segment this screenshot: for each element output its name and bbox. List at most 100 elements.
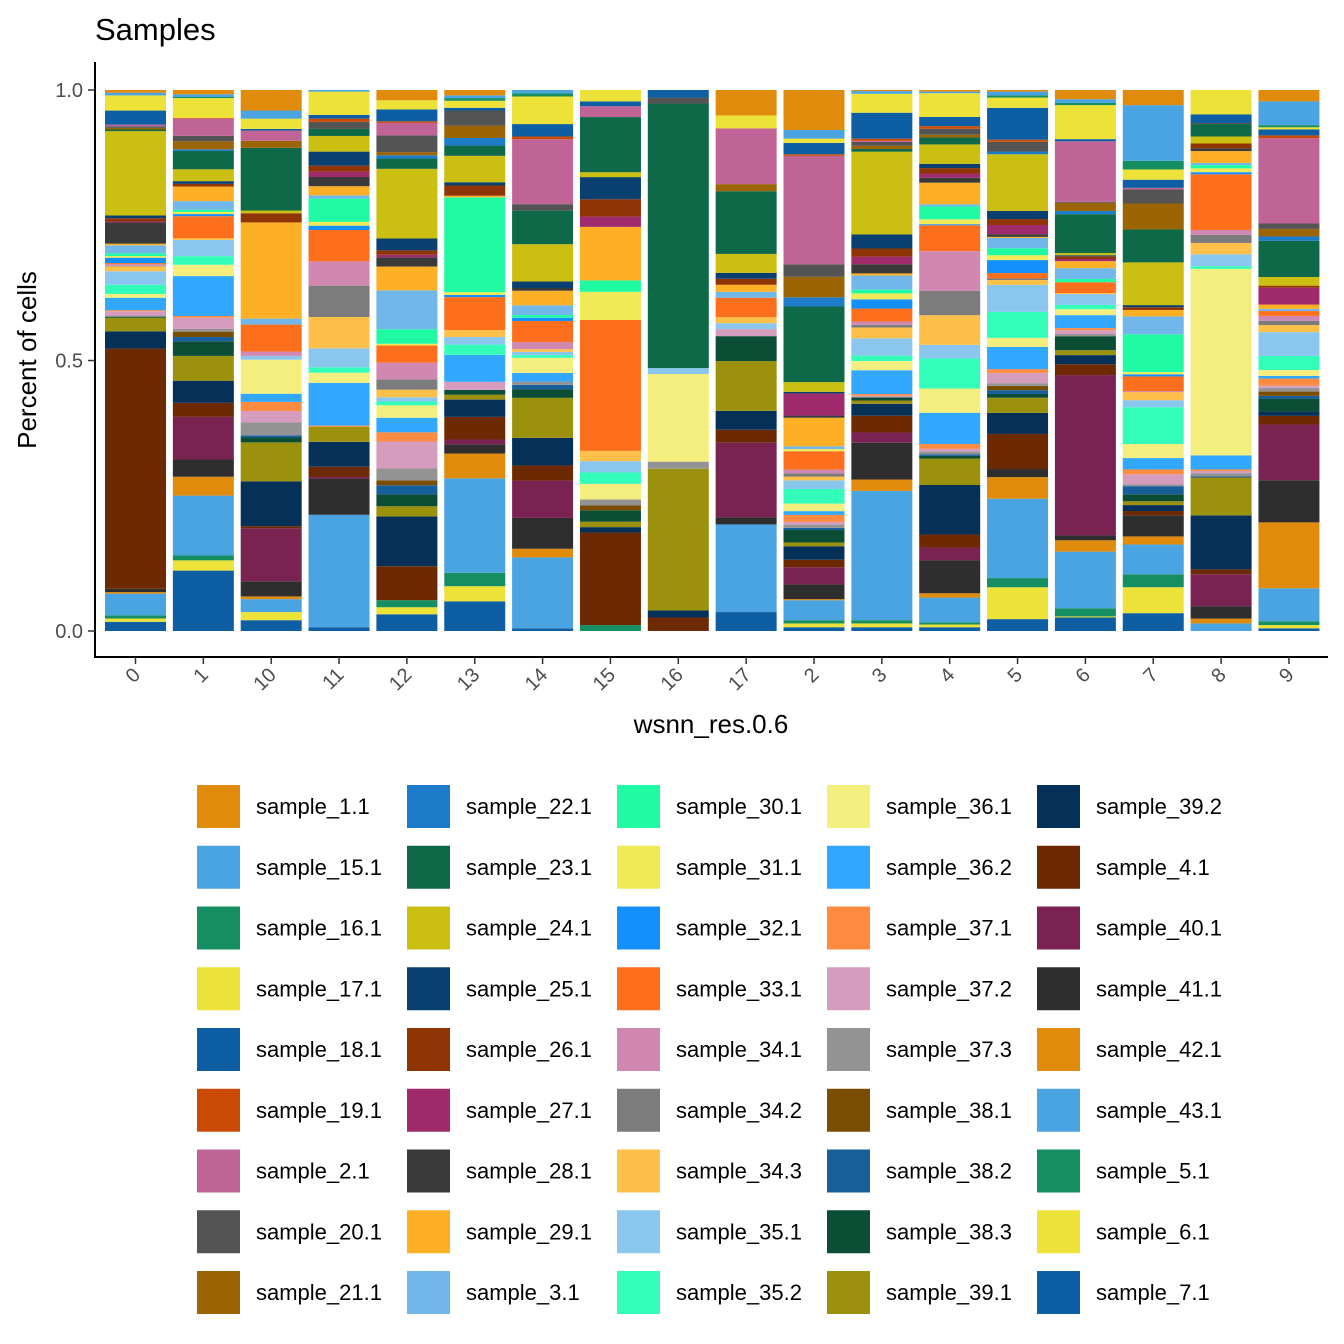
bar-segment-1-sample_34.3 [172, 238, 234, 240]
bar-segment-4-sample_41.1 [919, 560, 981, 594]
bar-segment-10-sample_18.1 [240, 128, 302, 131]
bar-segment-8-sample_3.1 [1190, 162, 1252, 166]
bar-segment-2-sample_35.1 [783, 480, 845, 490]
legend-swatch [197, 785, 240, 828]
bar-segment-5-sample_7.1 [987, 619, 1049, 631]
bar-segment-3-sample_29.1 [851, 273, 913, 276]
legend-item: sample_35.2 [617, 1271, 802, 1314]
bar-segment-0-sample_1.1 [105, 90, 166, 93]
bar-segment-0-sample_34.3 [105, 266, 166, 272]
bar-segment-2-sample_36.1 [783, 503, 845, 512]
bar-segment-11-sample_20.1 [308, 121, 370, 129]
bar-segment-0-sample_18.1 [105, 110, 166, 125]
bar-segment-6-sample_35.2 [1054, 304, 1116, 310]
legend-label: sample_4.1 [1096, 855, 1210, 880]
bar-segment-5-sample_24.1 [987, 154, 1049, 211]
bar-segment-7-sample_39.1 [1122, 501, 1184, 506]
legend-item: sample_18.1 [197, 1028, 382, 1071]
bar-segment-0-sample_4.1 [105, 348, 166, 589]
bar-segment-6-sample_39.1 [1054, 350, 1116, 356]
bar-segment-10-sample_36.1 [240, 359, 302, 394]
legend-swatch [1037, 1271, 1080, 1314]
bar-segment-11-sample_31.1 [308, 221, 370, 226]
legend-swatch [827, 845, 870, 889]
bar-segment-6-sample_1.1 [1054, 90, 1116, 100]
bar-segment-6-sample_21.1 [1054, 202, 1116, 211]
bar-segment-9-sample_19.1 [1258, 135, 1320, 139]
bar-segment-4-sample_34.2 [919, 290, 981, 316]
bar-segment-5-sample_22.1 [987, 151, 1049, 155]
legend-item: sample_38.3 [827, 1210, 1012, 1254]
legend-swatch [617, 1028, 660, 1071]
legend-item: sample_38.2 [827, 1149, 1012, 1193]
bar-segment-4-sample_5.1 [919, 622, 981, 625]
bar-segment-17-sample_43.1 [715, 524, 777, 613]
bar-segment-4-sample_27.1 [919, 173, 981, 178]
bar-segment-16-sample_37.3 [647, 461, 709, 469]
bar-segment-15-sample_26.1 [579, 199, 641, 217]
bar-segment-7-sample_38.3 [1122, 494, 1184, 502]
bar-segment-14-sample_24.1 [512, 244, 574, 282]
bar-segment-5-sample_5.1 [987, 578, 1049, 588]
x-tick-label: 3 [868, 664, 891, 687]
bar-segment-3-sample_37.1 [851, 394, 913, 396]
bar-segment-6-sample_36.2 [1054, 315, 1116, 329]
legend-swatch [617, 845, 660, 889]
bar-segment-7-sample_31.1 [1122, 372, 1184, 375]
bar-segment-3-sample_15.1 [851, 91, 913, 94]
bar-segment-4-sample_25.1 [919, 163, 981, 169]
bar-segment-0-sample_23.1 [105, 129, 166, 132]
bar-segment-6-sample_2.1 [1054, 141, 1116, 202]
bar-segment-3-sample_7.1 [851, 627, 913, 631]
bar-segment-14-sample_36.1 [512, 357, 574, 373]
bar-segment-9-sample_40.1 [1258, 424, 1320, 481]
legend-swatch [617, 785, 660, 828]
bar-segment-10-sample_15.1 [240, 110, 302, 119]
legend-swatch [827, 906, 870, 950]
bar-segment-12-sample_27.1 [376, 254, 438, 258]
legend-item: sample_17.1 [197, 967, 382, 1011]
bar-segment-7-sample_7.1 [1122, 613, 1184, 631]
bar-segment-3-sample_43.1 [851, 490, 913, 621]
bar-segment-2-sample_39.2 [783, 546, 845, 560]
bar-segment-9-sample_41.1 [1258, 480, 1320, 523]
legend-label: sample_39.1 [886, 1280, 1012, 1305]
bar-segment-7-sample_21.1 [1122, 203, 1184, 230]
legend-item: sample_7.1 [1037, 1271, 1210, 1314]
legend-label: sample_33.1 [676, 976, 802, 1001]
bar-segment-10-sample_29.1 [240, 222, 302, 319]
bar-segment-13-sample_6.1 [444, 586, 506, 602]
bar-segment-9-sample_34.2 [1258, 320, 1320, 326]
bar-segment-9-sample_36.1 [1258, 369, 1320, 376]
bar-segment-5-sample_38.2 [987, 390, 1049, 394]
legend-item: sample_43.1 [1037, 1088, 1222, 1132]
bar-segment-7-sample_1.1 [1122, 90, 1184, 106]
bar-segment-13-sample_31.1 [444, 292, 506, 295]
bar-segment-3-sample_25.1 [851, 234, 913, 249]
legend-swatch [407, 1271, 450, 1314]
bar-segment-6-sample_7.1 [1054, 617, 1116, 631]
bar-segment-4-sample_21.1 [919, 134, 981, 138]
bar-segment-1-sample_35.1 [172, 239, 234, 257]
x-tick-label: 5 [1004, 664, 1027, 687]
bar-segment-6-sample_23.1 [1054, 214, 1116, 254]
legend-swatch [407, 906, 450, 950]
bar-segment-12-sample_38.1 [376, 480, 438, 486]
legend-item: sample_6.1 [1037, 1210, 1210, 1254]
bar-segment-5-sample_37.1 [987, 369, 1049, 373]
bar-segment-13-sample_16.1 [444, 98, 506, 101]
bar-segment-2-sample_34.2 [783, 473, 845, 477]
bar-segment-9-sample_34.3 [1258, 325, 1320, 333]
bar-segment-17-sample_38.3 [715, 336, 777, 362]
bar-segment-17-sample_26.1 [715, 278, 777, 285]
bar-segment-2-sample_7.1 [783, 627, 845, 631]
legend-label: sample_35.2 [676, 1280, 802, 1305]
legend-label: sample_5.1 [1096, 1159, 1210, 1184]
bar-segment-2-sample_43.1 [783, 600, 845, 621]
bar-segment-2-sample_22.1 [783, 297, 845, 307]
bar-segment-12-sample_21.1 [376, 152, 438, 156]
bar-segment-1-sample_29.1 [172, 186, 234, 202]
bar-segment-0-sample_37.3 [105, 315, 166, 317]
bar-segment-13-sample_39.1 [444, 394, 506, 400]
legend-swatch [197, 967, 240, 1011]
